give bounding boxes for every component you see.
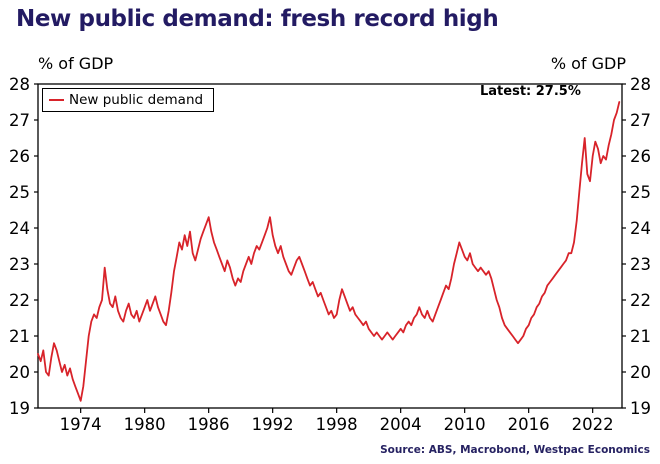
svg-text:25: 25 bbox=[630, 183, 651, 202]
svg-text:22: 22 bbox=[630, 291, 651, 310]
svg-text:19: 19 bbox=[630, 399, 651, 418]
svg-text:2010: 2010 bbox=[444, 415, 486, 434]
svg-text:28: 28 bbox=[9, 75, 30, 94]
svg-text:20: 20 bbox=[9, 363, 30, 382]
svg-text:1986: 1986 bbox=[188, 415, 230, 434]
legend: New public demand bbox=[42, 88, 215, 112]
svg-text:27: 27 bbox=[9, 111, 30, 130]
svg-text:24: 24 bbox=[9, 219, 30, 238]
svg-text:2004: 2004 bbox=[380, 415, 422, 434]
svg-text:23: 23 bbox=[9, 255, 30, 274]
svg-text:22: 22 bbox=[9, 291, 30, 310]
svg-text:23: 23 bbox=[630, 255, 651, 274]
svg-text:2016: 2016 bbox=[508, 415, 550, 434]
svg-text:1998: 1998 bbox=[316, 415, 358, 434]
svg-text:1974: 1974 bbox=[60, 415, 102, 434]
svg-text:1980: 1980 bbox=[124, 415, 166, 434]
legend-line-swatch bbox=[49, 99, 64, 101]
source-text: Source: ABS, Macrobond, Westpac Economic… bbox=[380, 444, 650, 456]
svg-text:21: 21 bbox=[9, 327, 30, 346]
svg-text:25: 25 bbox=[9, 183, 30, 202]
svg-text:21: 21 bbox=[630, 327, 651, 346]
svg-text:2022: 2022 bbox=[572, 415, 614, 434]
latest-annotation: Latest: 27.5% bbox=[480, 84, 581, 99]
svg-text:26: 26 bbox=[630, 147, 651, 166]
chart-title: New public demand: fresh record high bbox=[16, 6, 499, 32]
svg-text:1992: 1992 bbox=[252, 415, 294, 434]
svg-text:19: 19 bbox=[9, 399, 30, 418]
svg-text:20: 20 bbox=[630, 363, 651, 382]
svg-text:27: 27 bbox=[630, 111, 651, 130]
svg-text:24: 24 bbox=[630, 219, 651, 238]
svg-text:26: 26 bbox=[9, 147, 30, 166]
y-axis-label-right: % of GDP bbox=[550, 54, 626, 73]
y-axis-label-left: % of GDP bbox=[38, 54, 114, 73]
svg-text:28: 28 bbox=[630, 75, 651, 94]
legend-label: New public demand bbox=[69, 92, 204, 108]
